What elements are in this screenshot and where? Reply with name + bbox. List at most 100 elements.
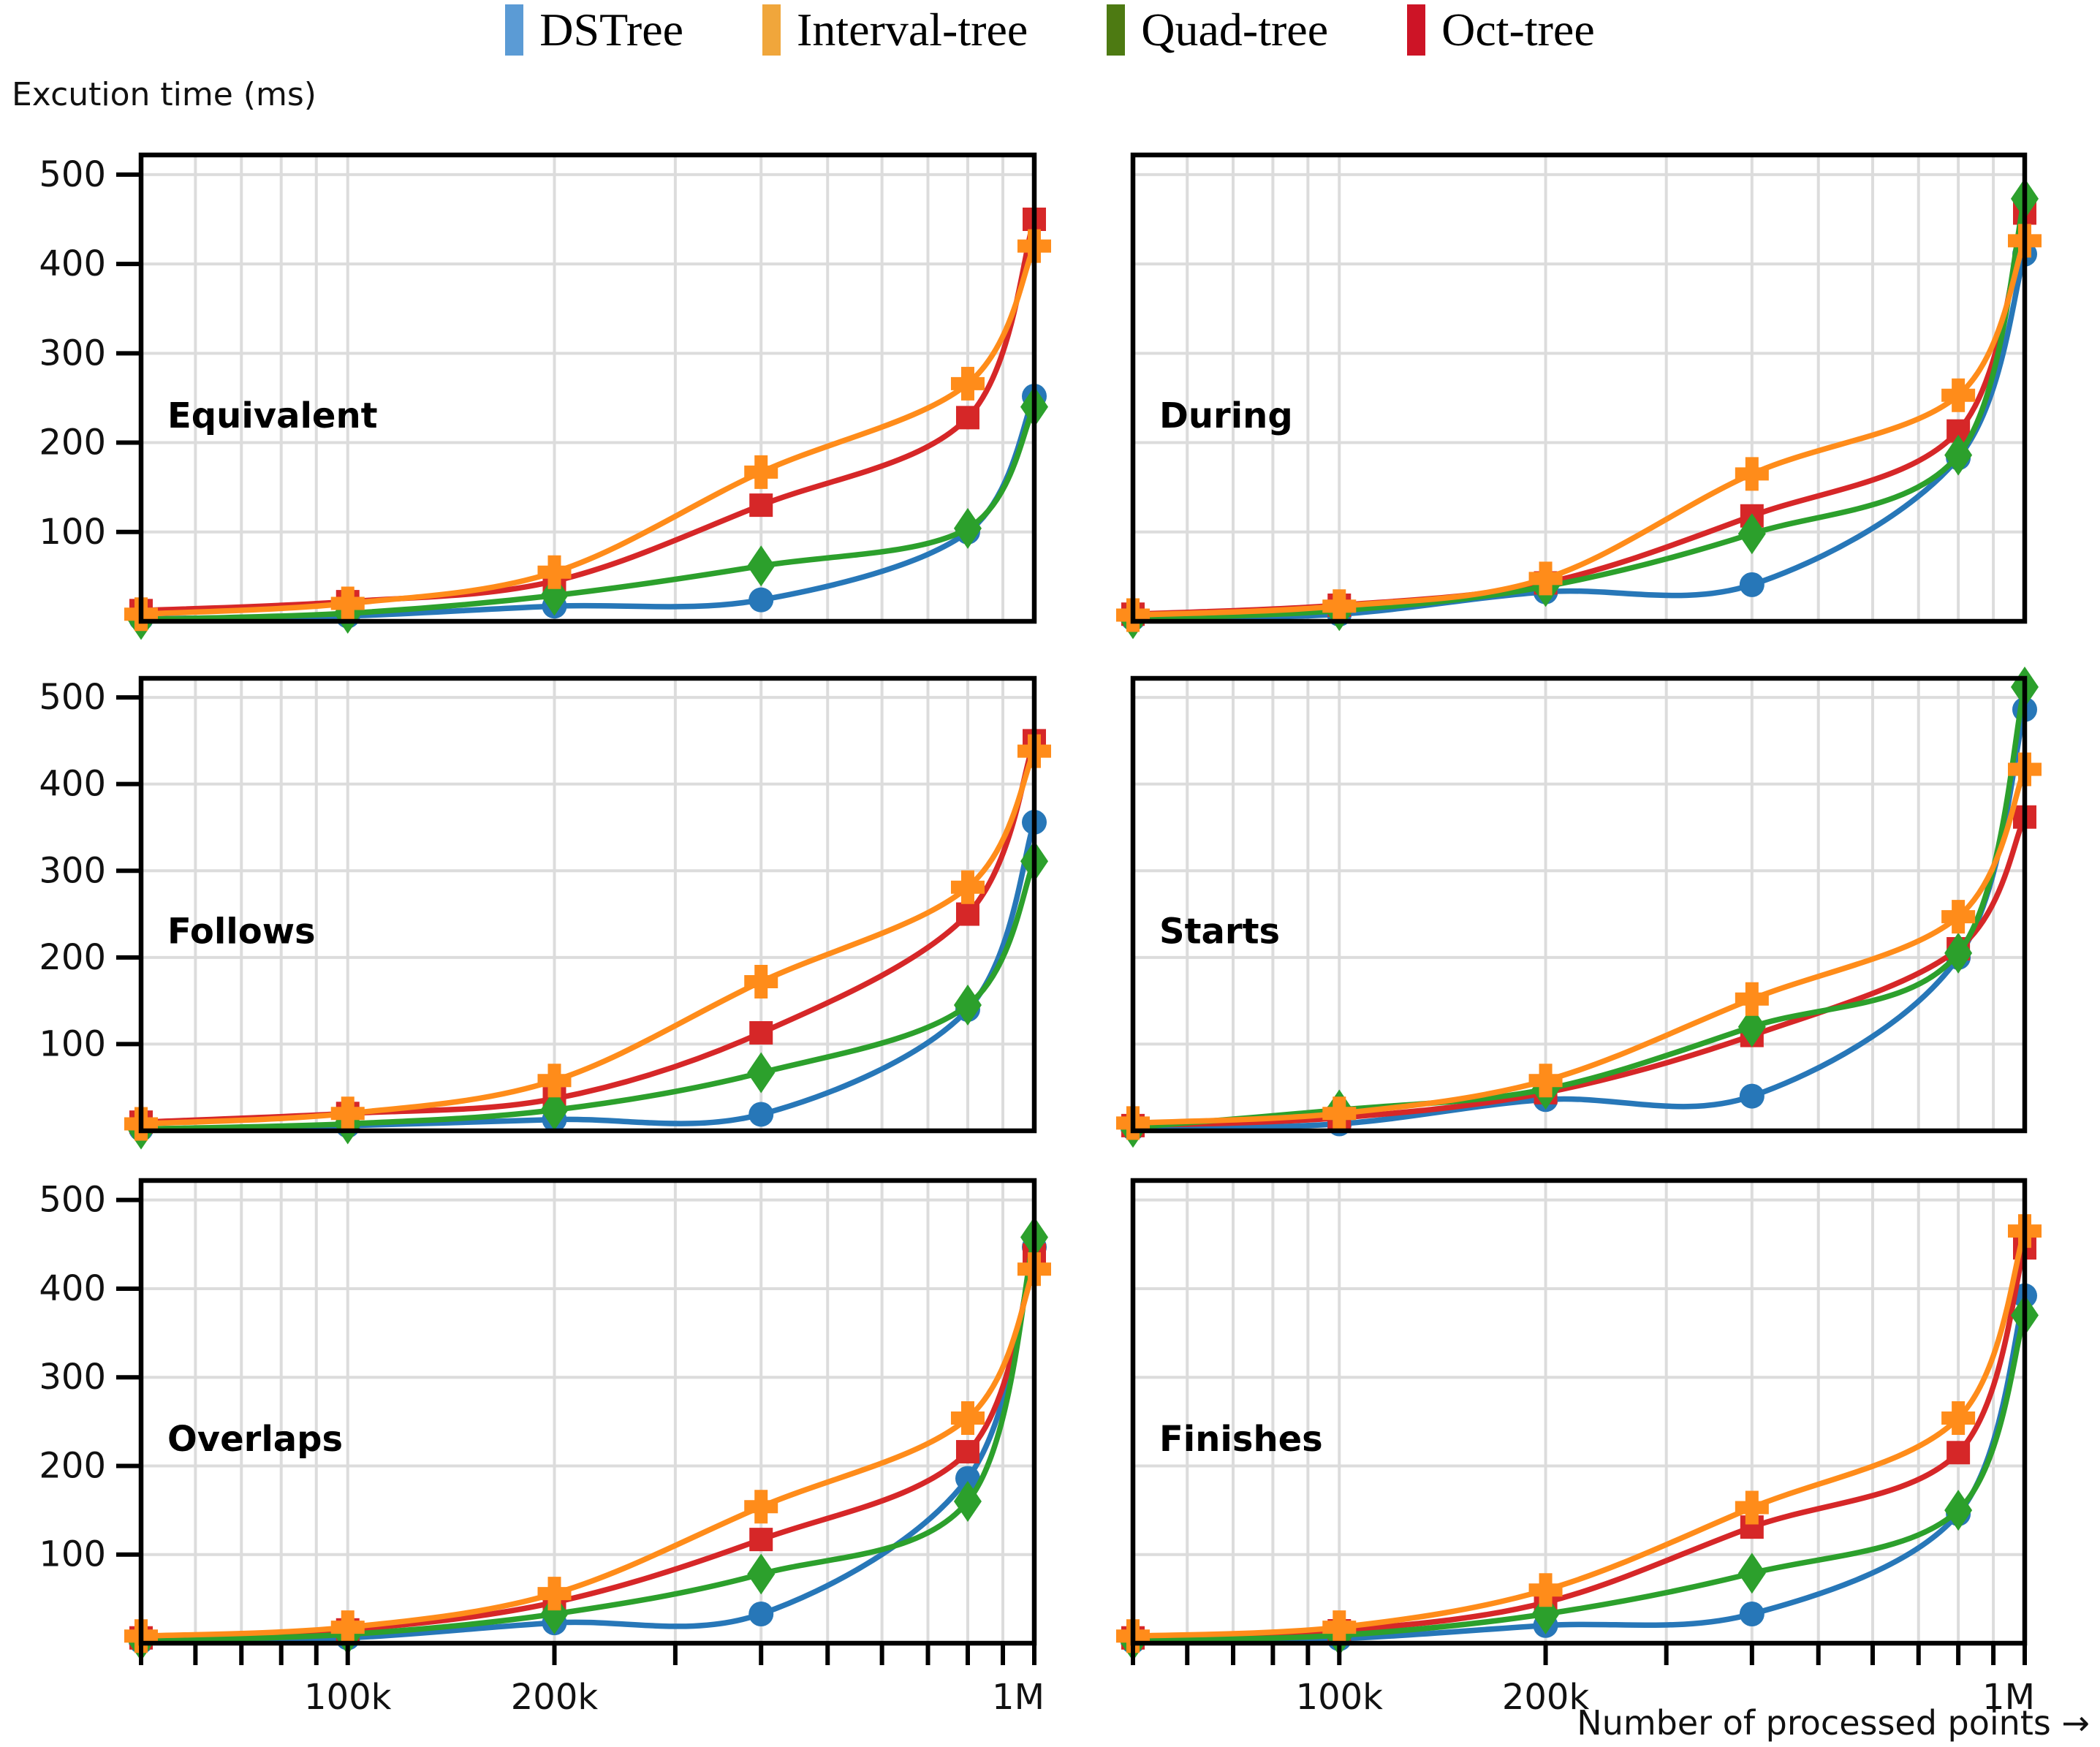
- legend-label-oct-tree: Oct-tree: [1441, 4, 1595, 56]
- y-tick-label: 300: [39, 333, 106, 374]
- series-line-interval-tree: [1132, 1229, 2028, 1640]
- marker-diamond-quad-tree: [540, 1593, 569, 1634]
- marker-diamond-quad-tree: [1944, 1490, 1973, 1531]
- subplot-label-equivalent: Equivalent: [167, 395, 378, 436]
- marker-square-oct-tree: [955, 1440, 979, 1464]
- y-tick-label: 400: [39, 1268, 106, 1309]
- marker-plus-interval-tree: [1528, 561, 1563, 596]
- plot-frame-starts: [1130, 675, 2028, 1134]
- subplot-label-follows: Follows: [167, 911, 316, 952]
- y-tick-label: 500: [39, 154, 106, 195]
- marker-plus-interval-tree: [1941, 900, 1976, 934]
- series-line-dstree: [140, 821, 1037, 1132]
- marker-square-oct-tree: [1947, 1441, 1971, 1465]
- series-line-dstree: [140, 1246, 1037, 1645]
- marker-diamond-quad-tree: [1944, 932, 1973, 974]
- marker-plus-interval-tree: [950, 870, 985, 904]
- marker-plus-interval-tree: [1941, 378, 1976, 412]
- marker-plus-interval-tree: [744, 965, 778, 999]
- marker-square-oct-tree: [955, 902, 979, 926]
- marker-square-oct-tree: [749, 1021, 773, 1045]
- subplot-label-starts: Starts: [1159, 911, 1280, 952]
- marker-plus-interval-tree: [950, 366, 985, 401]
- y-tick-label: 200: [39, 422, 106, 463]
- marker-circle-dstree: [955, 1466, 980, 1491]
- y-tick-label: 200: [39, 1445, 106, 1486]
- marker-plus-interval-tree: [1941, 1401, 1976, 1435]
- x-tick-label: 1M: [1982, 1677, 2035, 1718]
- marker-plus-interval-tree: [950, 1401, 985, 1435]
- series-line-dstree: [1132, 1295, 2028, 1645]
- quad-tree-swatch-icon: [1107, 4, 1126, 56]
- marker-plus-interval-tree: [744, 1490, 778, 1524]
- marker-plus-interval-tree: [537, 1064, 572, 1098]
- legend: DSTree Interval-tree Quad-tree Oct-tree: [0, 4, 2100, 56]
- marker-plus-interval-tree: [537, 555, 572, 589]
- marker-diamond-quad-tree: [1737, 513, 1766, 555]
- marker-plus-interval-tree: [744, 455, 778, 489]
- marker-diamond-quad-tree: [1531, 1593, 1560, 1634]
- marker-diamond-quad-tree: [953, 1480, 982, 1522]
- x-axis-title: Number of processed points →: [1577, 1703, 2090, 1743]
- series-line-quad-tree: [140, 405, 1037, 623]
- marker-circle-dstree: [748, 1601, 774, 1626]
- series-line-oct-tree: [1132, 1247, 2028, 1641]
- marker-diamond-quad-tree: [953, 507, 982, 549]
- legend-label-quad-tree: Quad-tree: [1141, 4, 1329, 56]
- y-tick-label: 400: [39, 764, 106, 805]
- marker-diamond-quad-tree: [540, 1089, 569, 1131]
- y-axis-title: Excution time (ms): [12, 76, 316, 113]
- marker-square-oct-tree: [749, 1528, 773, 1552]
- y-tick-label: 200: [39, 937, 106, 978]
- y-tick-label: 100: [39, 1023, 106, 1064]
- plot-frame-finishes: [1130, 1178, 2028, 1646]
- marker-circle-dstree: [748, 1102, 774, 1127]
- series-line-interval-tree: [1132, 768, 2028, 1126]
- series-line-interval-tree: [140, 1267, 1037, 1640]
- dstree-swatch-icon: [505, 4, 524, 56]
- series-line-quad-tree: [1132, 1314, 2028, 1644]
- legend-label-dstree: DSTree: [539, 4, 684, 56]
- plot-frame-equivalent: [138, 152, 1037, 624]
- marker-diamond-quad-tree: [1737, 1006, 1766, 1047]
- marker-plus-interval-tree: [1735, 457, 1769, 491]
- x-tick-label: 1M: [992, 1677, 1045, 1718]
- series-line-quad-tree: [1132, 686, 2028, 1130]
- y-tick-label: 400: [39, 243, 106, 284]
- x-tick-label: 200k: [1502, 1677, 1590, 1718]
- marker-plus-interval-tree: [1322, 1096, 1357, 1131]
- x-tick-label: 100k: [304, 1677, 392, 1718]
- y-tick-label: 100: [39, 512, 106, 553]
- marker-circle-dstree: [1739, 1083, 1764, 1109]
- marker-circle-dstree: [1739, 1601, 1764, 1626]
- marker-square-oct-tree: [955, 406, 979, 430]
- marker-plus-interval-tree: [330, 1096, 365, 1131]
- legend-item-quad-tree: Quad-tree: [1107, 4, 1328, 56]
- marker-square-oct-tree: [749, 493, 773, 518]
- plot-frame-follows: [138, 675, 1037, 1134]
- plot-frame-during: [1130, 152, 2028, 624]
- oct-tree-swatch-icon: [1407, 4, 1426, 56]
- y-tick-label: 500: [39, 1180, 106, 1221]
- y-tick-label: 100: [39, 1534, 106, 1575]
- marker-diamond-quad-tree: [747, 1052, 776, 1094]
- marker-diamond-quad-tree: [1737, 1553, 1766, 1594]
- marker-plus-interval-tree: [1322, 589, 1357, 624]
- marker-diamond-quad-tree: [747, 545, 776, 587]
- marker-plus-interval-tree: [1528, 1573, 1563, 1607]
- marker-diamond-quad-tree: [747, 1553, 776, 1595]
- legend-item-oct-tree: Oct-tree: [1407, 4, 1595, 56]
- subplot-label-overlaps: Overlaps: [167, 1419, 343, 1460]
- marker-plus-interval-tree: [1735, 1490, 1769, 1525]
- x-tick-label: 100k: [1296, 1677, 1384, 1718]
- series-line-quad-tree: [140, 860, 1037, 1132]
- marker-circle-dstree: [1739, 572, 1764, 597]
- marker-plus-interval-tree: [1735, 982, 1769, 1016]
- subplot-label-finishes: Finishes: [1159, 1419, 1323, 1460]
- marker-diamond-quad-tree: [953, 985, 982, 1026]
- legend-item-dstree: DSTree: [505, 4, 683, 56]
- marker-plus-interval-tree: [537, 1577, 572, 1611]
- marker-circle-dstree: [748, 587, 774, 613]
